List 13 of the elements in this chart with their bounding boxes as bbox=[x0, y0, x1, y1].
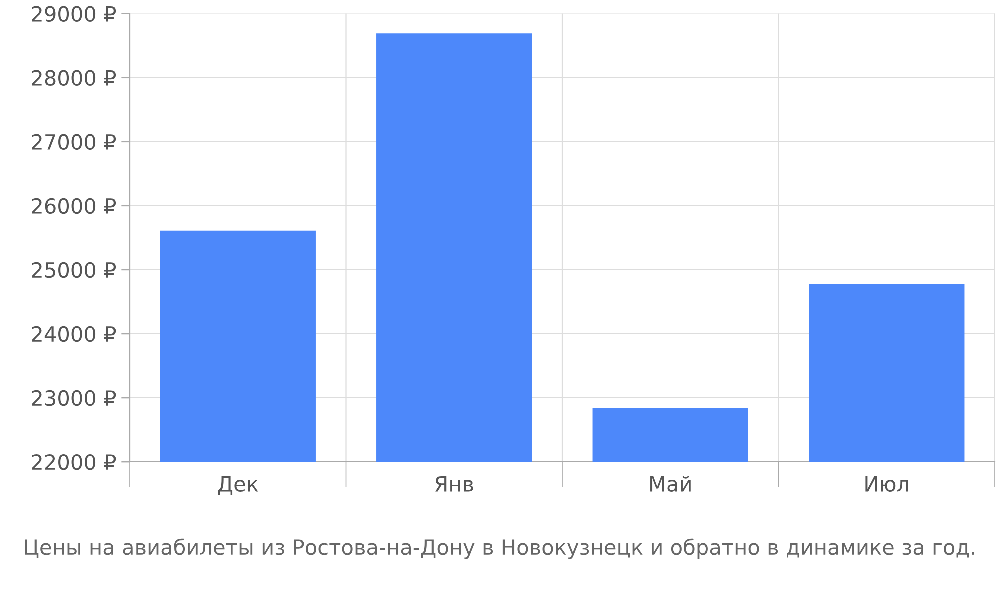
y-tick-label: 23000 ₽ bbox=[32, 390, 116, 406]
y-tick-label: 28000 ₽ bbox=[32, 70, 116, 86]
y-tick-label: 26000 ₽ bbox=[32, 198, 116, 214]
x-tick-label: Июл bbox=[866, 476, 908, 492]
y-tick-label: 22000 ₽ bbox=[32, 454, 116, 470]
y-tick-label: 25000 ₽ bbox=[32, 262, 116, 278]
x-tick-label: Дек bbox=[218, 476, 258, 495]
text: Цены на авиабилеты из Ростова-на-Дону в Новокузнецк и обратно в динамике за год. bbox=[25, 538, 974, 560]
x-tick-label: Янв bbox=[436, 476, 474, 492]
y-tick-label: 27000 ₽ bbox=[32, 134, 116, 150]
y-tick-label: 29000 ₽ bbox=[32, 6, 116, 22]
y-tick-label: 24000 ₽ bbox=[32, 326, 116, 342]
x-tick-label: Май bbox=[650, 476, 691, 492]
